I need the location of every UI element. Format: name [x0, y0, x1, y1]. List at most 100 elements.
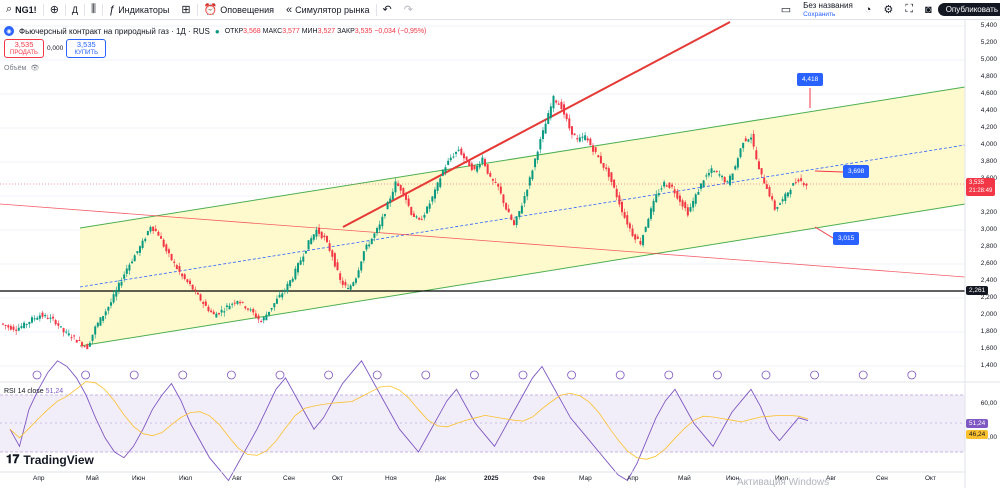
candle-body	[468, 159, 471, 167]
replay-button[interactable]: « Симулятор рынка	[280, 0, 376, 20]
templates-button[interactable]: ⊞	[175, 0, 196, 20]
price-tick: 5,000	[980, 56, 997, 63]
legend-title[interactable]: Фьючерсный контракт на природный газ · 1…	[19, 26, 210, 36]
event-marker-icon[interactable]	[32, 370, 42, 380]
event-marker-icon[interactable]	[324, 370, 334, 380]
quick-search-button[interactable]: ◔	[859, 0, 878, 20]
chart-canvas[interactable]	[0, 20, 1000, 488]
divider	[84, 3, 86, 16]
tradingview-logo[interactable]: 𝟏𝟕 TradingView	[6, 452, 94, 467]
channel-mid-line[interactable]	[79, 144, 966, 288]
candle-body	[44, 314, 47, 317]
candle-body	[394, 181, 397, 193]
price-tick: 2,200	[980, 294, 997, 301]
candle-body	[339, 273, 342, 280]
event-marker-icon[interactable]	[858, 370, 868, 380]
candle-body	[802, 183, 805, 185]
channel-upper-line[interactable]	[79, 86, 966, 229]
candle-body	[307, 240, 310, 250]
event-marker-icon[interactable]	[178, 370, 188, 380]
eye-icon[interactable]: 👁	[30, 65, 40, 72]
event-marker-icon[interactable]	[567, 370, 576, 380]
candle-body	[444, 167, 447, 173]
timeframe-button[interactable]: Д	[66, 0, 84, 20]
candle-body	[207, 306, 210, 312]
low-label: МИН	[301, 27, 318, 35]
event-marker-icon[interactable]	[469, 370, 479, 380]
candle-body	[223, 311, 226, 313]
divider	[375, 3, 377, 16]
candle-body	[563, 104, 566, 115]
candle-body	[323, 235, 326, 238]
event-marker-icon[interactable]	[129, 370, 139, 380]
callout-upper[interactable]: 4,418	[797, 73, 824, 86]
descending-trendline[interactable]	[0, 203, 966, 278]
event-marker-icon[interactable]	[810, 370, 819, 380]
candle-body	[584, 135, 587, 141]
event-marker-icon[interactable]	[907, 370, 917, 380]
candle-body	[755, 150, 758, 160]
ascending-trendline[interactable]	[342, 21, 731, 228]
candle-body	[283, 289, 286, 292]
candle-body	[655, 194, 658, 203]
layout-button[interactable]: ▭	[775, 0, 797, 20]
fullscreen-button[interactable]: ⛶	[899, 0, 919, 20]
candle-body	[642, 235, 645, 246]
candle-body	[407, 198, 410, 206]
symbol-search-button[interactable]: ⌕ NG1!	[0, 0, 43, 20]
event-marker-icon[interactable]	[518, 370, 528, 380]
candle-body	[102, 315, 105, 321]
sell-button[interactable]: 3,535 ПРОДАТЬ	[4, 39, 44, 58]
layout-name: Без названия	[803, 0, 853, 10]
event-marker-icon[interactable]	[372, 370, 382, 380]
candle-body	[278, 294, 281, 298]
plus-circle-icon: ⊕	[49, 4, 59, 16]
candle-body	[215, 313, 218, 318]
candle-body	[441, 170, 444, 176]
redo-button[interactable]: ↷	[398, 0, 419, 20]
candle-body	[78, 340, 81, 342]
current-price-value: 3,535	[969, 180, 985, 186]
settings-button[interactable]: ⚙	[877, 0, 899, 20]
price-tick: 5,200	[980, 39, 997, 46]
price-axis[interactable]: 5,400 5,200 5,000 4,800 4,600 4,400 4,20…	[965, 20, 1000, 460]
callout-mid[interactable]: 3,698	[843, 165, 870, 178]
event-marker-icon[interactable]	[761, 370, 771, 380]
candle-body	[726, 181, 729, 183]
candle-body	[460, 148, 463, 155]
alerts-button[interactable]: ⏰ Оповещения	[198, 0, 280, 20]
event-marker-icon[interactable]	[713, 370, 722, 380]
chart-type-button[interactable]: ⫼	[85, 0, 102, 20]
event-marker-icon[interactable]	[421, 370, 431, 380]
save-layout-button[interactable]: Без названия Сохранить	[797, 1, 859, 19]
candle-body	[592, 145, 595, 152]
candle-body	[618, 195, 621, 205]
camera-icon: ◙	[925, 3, 932, 16]
candle-body	[225, 305, 228, 307]
channel-lower-line[interactable]	[79, 203, 966, 347]
candle-body	[663, 181, 666, 187]
rsi-legend[interactable]: RSI 14 close 51,24	[4, 388, 63, 395]
event-marker-icon[interactable]	[275, 370, 285, 380]
compare-button[interactable]: ⊕	[44, 0, 65, 20]
candle-body	[20, 326, 23, 328]
candle-body	[560, 101, 563, 110]
candle-body	[773, 200, 776, 210]
candle-body	[281, 293, 284, 298]
buy-button[interactable]: 3,535 КУПИТЬ	[66, 39, 107, 58]
time-axis[interactable]: Апр Май Июн Июл Авг Сен Окт Ноя Дек 2025…	[0, 472, 965, 488]
event-marker-icon[interactable]	[615, 370, 625, 380]
publish-button[interactable]: Опубликовать	[937, 3, 1000, 16]
event-marker-icon[interactable]	[664, 370, 674, 380]
callout-lower[interactable]: 3,015	[833, 232, 860, 245]
candle-body	[315, 229, 318, 237]
snapshot-button[interactable]: ◙	[919, 0, 938, 20]
indicators-button[interactable]: ƒ Индикаторы	[103, 0, 175, 20]
event-marker-icon[interactable]	[226, 370, 236, 380]
undo-button[interactable]: ↶	[377, 0, 398, 20]
volume-legend[interactable]: Объём 👁	[4, 64, 40, 73]
candle-body	[555, 100, 558, 103]
candle-body	[497, 183, 500, 187]
event-marker-icon[interactable]	[81, 370, 90, 380]
price-tick: 4,600	[980, 90, 997, 97]
